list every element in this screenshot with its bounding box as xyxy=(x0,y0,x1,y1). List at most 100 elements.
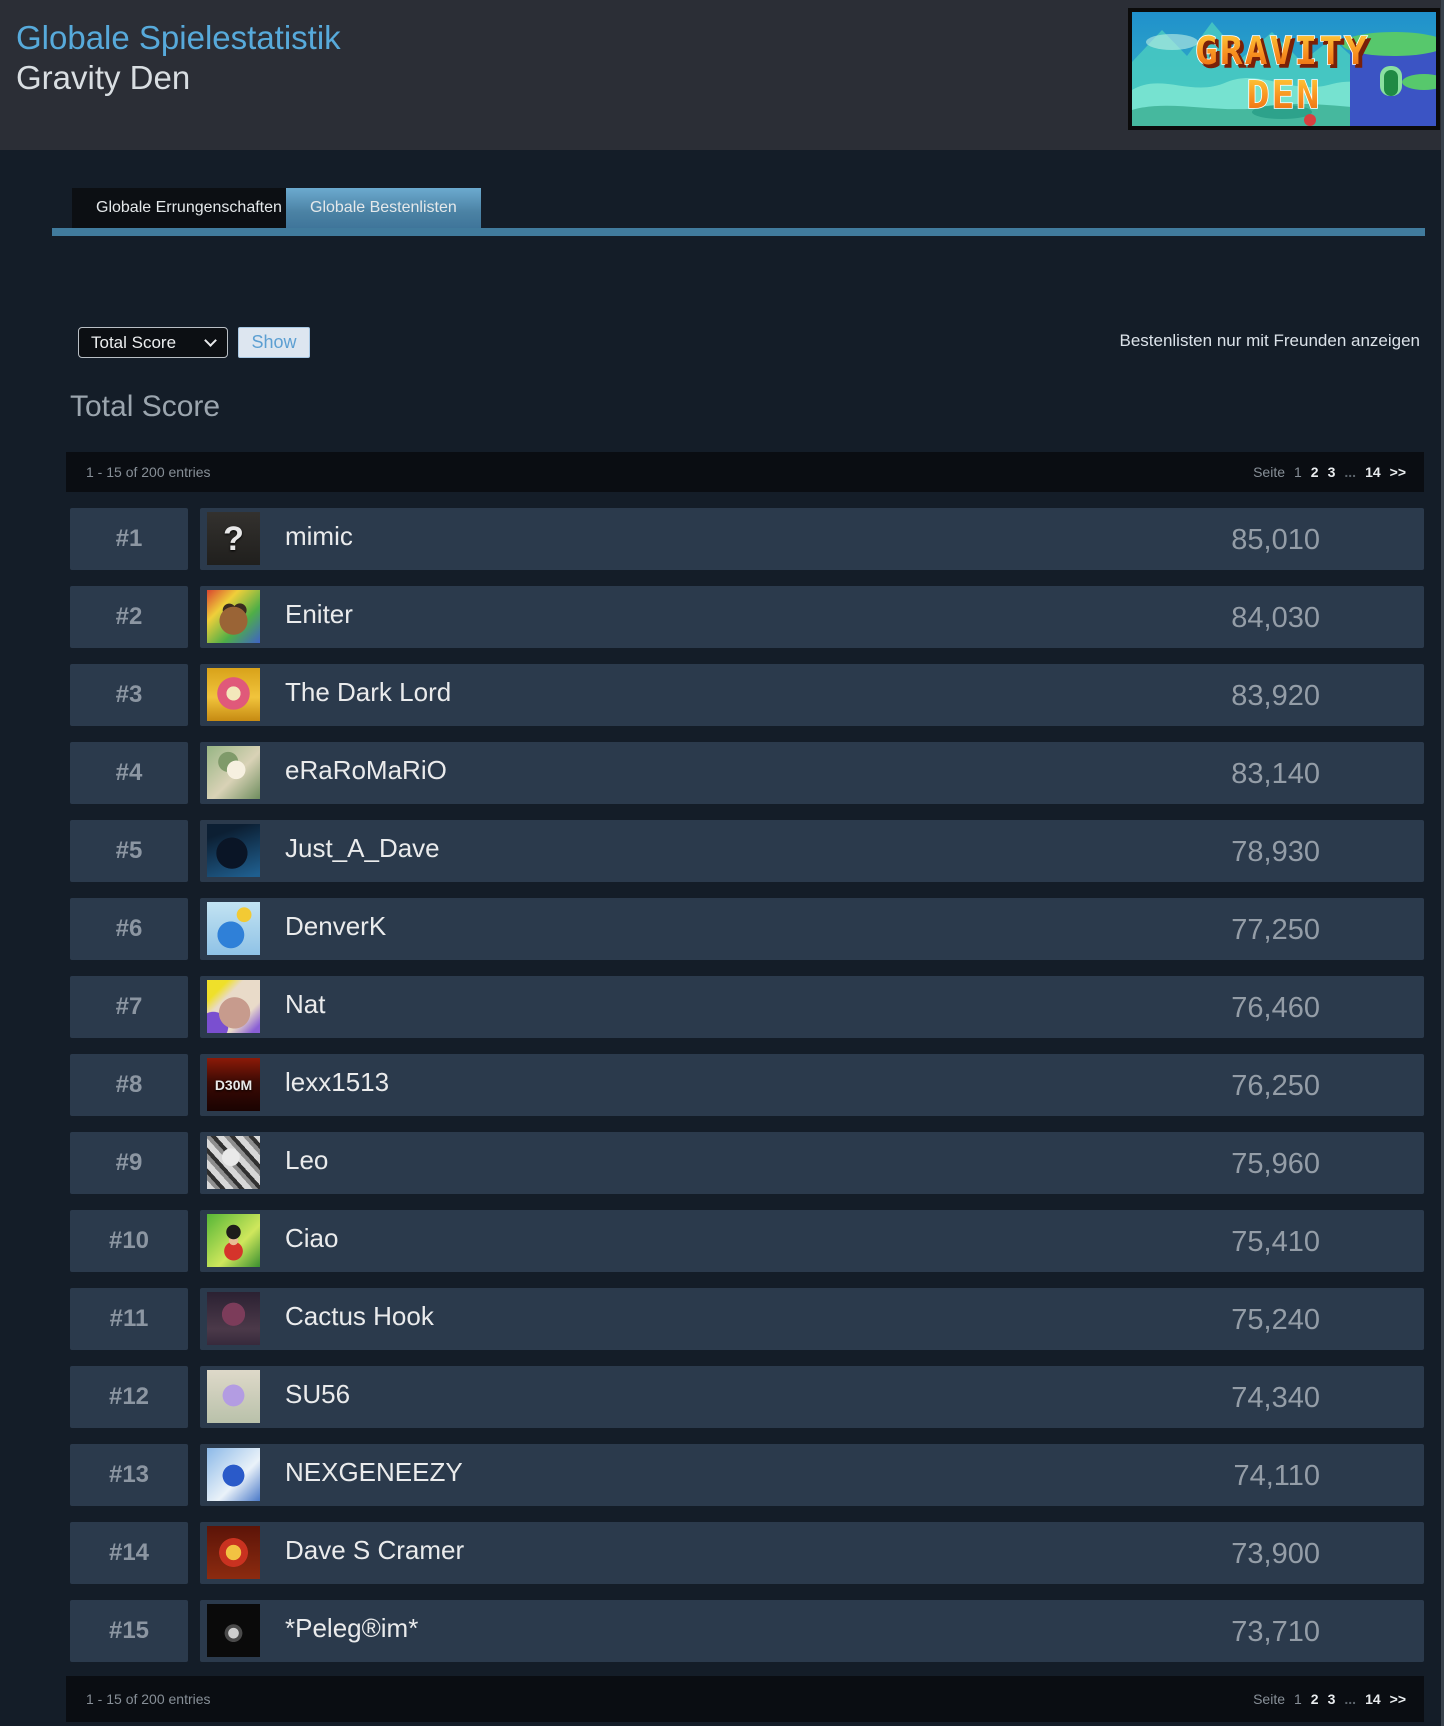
player-avatar-black-white-sketch-avatar[interactable] xyxy=(207,1136,260,1189)
player-row[interactable]: Dave S Cramer 73,900 xyxy=(200,1522,1424,1584)
player-row[interactable]: Eniter 84,030 xyxy=(200,586,1424,648)
pagination-bar-top: 1 - 15 of 200 entries Seite 1 2 3 ... 14… xyxy=(66,452,1424,492)
player-avatar-pink-haired-anime-girl-avatar[interactable] xyxy=(207,980,260,1033)
leaderboard-select[interactable]: Total Score xyxy=(78,327,228,358)
player-row[interactable]: D30M lexx1513 76,250 xyxy=(200,1054,1424,1116)
banner-title-line1: GRAVITY xyxy=(1195,29,1369,73)
rank-cell: #4 xyxy=(70,742,188,804)
player-row[interactable]: Nat 76,460 xyxy=(200,976,1424,1038)
page-next-button[interactable]: >> xyxy=(1389,1691,1406,1707)
player-row[interactable]: DenverK 77,250 xyxy=(200,898,1424,960)
page-ellipsis: ... xyxy=(1344,464,1357,480)
rank-label: #3 xyxy=(115,681,143,708)
player-name[interactable]: Eniter xyxy=(285,599,353,629)
player-avatar-luffy-anime-avatar[interactable] xyxy=(207,1214,260,1267)
rank-label: #10 xyxy=(108,1227,150,1254)
leaderboard-row: #2 Eniter 84,030 xyxy=(0,586,1444,648)
player-name[interactable]: The Dark Lord xyxy=(285,677,452,707)
tab-global-leaderboards[interactable]: Globale Bestenlisten xyxy=(286,188,481,228)
player-name[interactable]: NEXGENEEZY xyxy=(285,1457,463,1487)
player-avatar-purple-haired-chibi-avatar[interactable] xyxy=(207,1370,260,1423)
chevron-down-icon xyxy=(204,334,217,347)
rank-cell: #6 xyxy=(70,898,188,960)
tab-global-achievements[interactable]: Globale Errungenschaften xyxy=(72,188,306,228)
page-link-2[interactable]: 2 xyxy=(1310,464,1319,480)
player-row[interactable]: eRaRoMaRiO 83,140 xyxy=(200,742,1424,804)
player-name[interactable]: Ciao xyxy=(285,1223,339,1253)
rank-label: #5 xyxy=(115,837,143,864)
player-row[interactable]: Leo 75,960 xyxy=(200,1132,1424,1194)
player-row[interactable]: Cactus Hook 75,240 xyxy=(200,1288,1424,1350)
tab-underline xyxy=(52,228,1425,236)
page-next-button[interactable]: >> xyxy=(1389,464,1406,480)
score-value: 76,460 xyxy=(1231,992,1320,1024)
leaderboard-row: #6 DenverK 77,250 xyxy=(0,898,1444,960)
player-name[interactable]: Nat xyxy=(285,989,326,1019)
player-row[interactable]: ? mimic 85,010 xyxy=(200,508,1424,570)
player-row[interactable]: NEXGENEEZY 74,110 xyxy=(200,1444,1424,1506)
player-avatar-dark-purple-haired-figure-avatar[interactable] xyxy=(207,1292,260,1345)
rank-label: #8 xyxy=(115,1071,143,1098)
player-avatar-green-haired-anime-girl-avatar[interactable] xyxy=(207,746,260,799)
player-avatar-blue-sonic-character-avatar[interactable] xyxy=(207,1448,260,1501)
global-stats-link[interactable]: Globale Spielestatistik xyxy=(16,19,341,56)
player-name[interactable]: eRaRoMaRiO xyxy=(285,755,447,785)
score-value: 76,250 xyxy=(1231,1070,1320,1102)
entries-summary: 1 - 15 of 200 entries xyxy=(86,464,211,480)
score-value: 73,710 xyxy=(1231,1616,1320,1648)
player-name[interactable]: mimic xyxy=(285,521,353,551)
player-name[interactable]: SU56 xyxy=(285,1379,351,1409)
player-name[interactable]: Just_A_Dave xyxy=(285,833,440,863)
player-avatar-dark-silhouette-glowing-eyes-avatar[interactable] xyxy=(207,824,260,877)
page-current: 1 xyxy=(1294,464,1302,480)
avatar-glyph: ? xyxy=(223,519,244,558)
show-button[interactable]: Show xyxy=(238,327,310,358)
page-link-last[interactable]: 14 xyxy=(1365,1691,1381,1707)
game-banner-image[interactable]: GRAVITY DEN xyxy=(1128,8,1440,130)
player-name[interactable]: Leo xyxy=(285,1145,329,1175)
leaderboard-row: #3 The Dark Lord 83,920 xyxy=(0,664,1444,726)
score-value: 85,010 xyxy=(1231,524,1320,556)
rank-label: #4 xyxy=(115,759,143,786)
rank-label: #6 xyxy=(115,915,143,942)
leaderboard-row: #13 NEXGENEEZY 74,110 xyxy=(0,1444,1444,1506)
rank-label: #15 xyxy=(108,1617,150,1644)
player-avatar-doom-d30m-logo-avatar[interactable]: D30M xyxy=(207,1058,260,1111)
player-avatar-blue-fish-creature-crown-avatar[interactable] xyxy=(207,902,260,955)
player-row[interactable]: SU56 74,340 xyxy=(200,1366,1424,1428)
player-name[interactable]: DenverK xyxy=(285,911,387,941)
selected-leaderboard-label: Total Score xyxy=(91,332,177,352)
player-row[interactable]: Ciao 75,410 xyxy=(200,1210,1424,1272)
player-avatar-gold-royal-crown-emblem-avatar[interactable] xyxy=(207,668,260,721)
player-avatar-dark-small-white-creature-avatar[interactable] xyxy=(207,1604,260,1657)
player-avatar-rainbow-bat-creature-avatar[interactable] xyxy=(207,590,260,643)
player-row[interactable]: *Peleg®im* 73,710 xyxy=(200,1600,1424,1662)
leaderboard-row: #4 eRaRoMaRiO 83,140 xyxy=(0,742,1444,804)
leaderboard-row: #10 Ciao 75,410 xyxy=(0,1210,1444,1272)
page-link-3[interactable]: 3 xyxy=(1327,464,1336,480)
player-name[interactable]: *Peleg®im* xyxy=(285,1613,419,1643)
rank-cell: #8 xyxy=(70,1054,188,1116)
rank-label: #11 xyxy=(109,1305,149,1332)
player-name[interactable]: Dave S Cramer xyxy=(285,1535,465,1565)
title-block: Globale Spielestatistik Gravity Den xyxy=(16,18,341,97)
rank-cell: #9 xyxy=(70,1132,188,1194)
player-row[interactable]: The Dark Lord 83,920 xyxy=(200,664,1424,726)
rank-cell: #2 xyxy=(70,586,188,648)
player-name[interactable]: Cactus Hook xyxy=(285,1301,434,1331)
window-edge xyxy=(1441,0,1444,1726)
score-value: 75,410 xyxy=(1231,1226,1320,1258)
leaderboard-row: #7 Nat 76,460 xyxy=(0,976,1444,1038)
player-name[interactable]: lexx1513 xyxy=(285,1067,390,1097)
player-avatar-question-mark-avatar[interactable]: ? xyxy=(207,512,260,565)
page-link-last[interactable]: 14 xyxy=(1365,464,1381,480)
page-link-2[interactable]: 2 xyxy=(1310,1691,1319,1707)
page-link-3[interactable]: 3 xyxy=(1327,1691,1336,1707)
rank-label: #13 xyxy=(108,1461,150,1488)
rank-cell: #1 xyxy=(70,508,188,570)
friends-only-link[interactable]: Bestenlisten nur mit Freunden anzeigen xyxy=(1119,331,1420,350)
player-avatar-gold-red-circular-emblem-avatar[interactable] xyxy=(207,1526,260,1579)
entries-summary: 1 - 15 of 200 entries xyxy=(86,1691,211,1707)
player-row[interactable]: Just_A_Dave 78,930 xyxy=(200,820,1424,882)
